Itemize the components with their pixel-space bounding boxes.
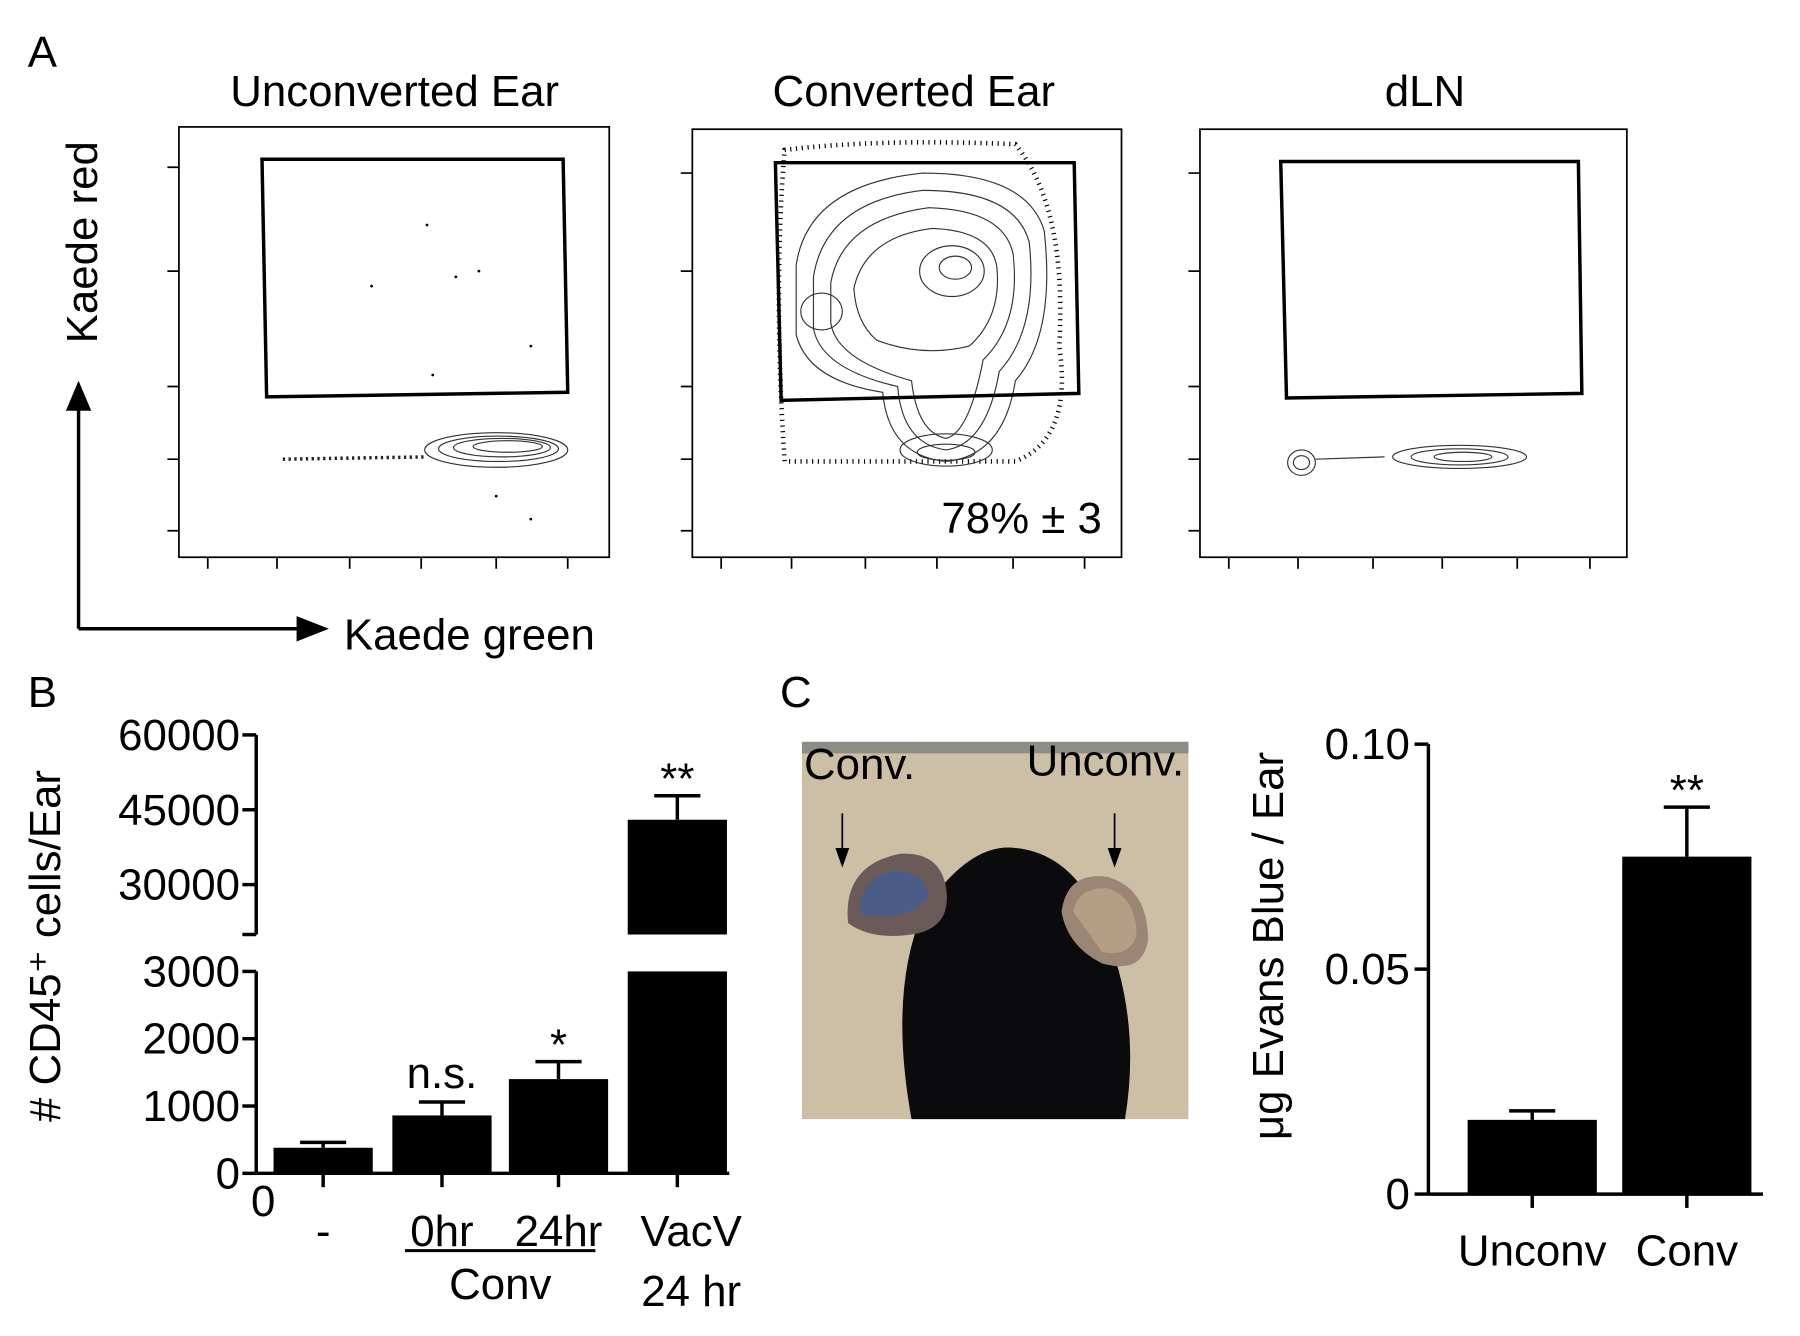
- x-tick-label: 24hr: [515, 1207, 603, 1256]
- panel-letter: A: [28, 28, 58, 77]
- bar: [627, 971, 727, 1174]
- bar: [1622, 856, 1752, 1195]
- bar: [273, 1147, 373, 1174]
- plot-title: Converted Ear: [773, 67, 1056, 116]
- axis-arrows: [65, 380, 329, 642]
- y-tick-label: 0.10: [1325, 720, 1410, 769]
- significance: *: [550, 1020, 567, 1069]
- photo-label: Unconv.: [1027, 736, 1185, 785]
- axis-label: # CD45⁺ cells/Ear: [21, 770, 70, 1122]
- panel-letter: C: [780, 668, 812, 717]
- flow-plot: [691, 128, 1123, 559]
- significance: n.s.: [407, 1049, 478, 1098]
- plot-title: Unconverted Ear: [230, 67, 559, 116]
- flow-axis-ticks: [167, 166, 1591, 569]
- y-tick-label: 30000: [118, 861, 240, 910]
- y-tick-label: 1000: [143, 1082, 241, 1131]
- plot-title: dLN: [1385, 67, 1465, 116]
- y-tick-label: 0: [216, 1149, 240, 1198]
- y-tick-label: 2000: [143, 1015, 241, 1064]
- photo: [801, 741, 1189, 1120]
- significance: **: [1670, 766, 1704, 815]
- x-tick-label: Unconv: [1458, 1227, 1607, 1276]
- bar: [508, 1079, 609, 1174]
- bar-upper: [627, 819, 727, 935]
- flow-plot: [178, 126, 611, 559]
- y-tick-label: 0.05: [1325, 945, 1410, 994]
- axis-label: μg Evans Blue / Ear: [1244, 752, 1293, 1140]
- photo-label: Conv.: [804, 740, 915, 789]
- y-tick-label: 3000: [143, 947, 241, 996]
- group-label: Conv: [449, 1260, 551, 1309]
- x-tick-label: Conv: [1636, 1227, 1738, 1276]
- x-tick-label: -: [316, 1207, 331, 1256]
- annotation: 78% ± 3: [941, 494, 1102, 543]
- x-tick-label: 0hr: [410, 1207, 473, 1256]
- y-tick-label: 45000: [118, 786, 240, 835]
- origin-label: 0: [251, 1177, 275, 1226]
- flow-plot: [1199, 128, 1628, 559]
- bar: [1467, 1119, 1597, 1195]
- significance: **: [660, 754, 694, 803]
- y-tick-label: 60000: [118, 711, 240, 760]
- axis-label: Kaede red: [58, 141, 107, 343]
- y-tick-label: 0: [1386, 1170, 1410, 1219]
- panel-letter: B: [28, 668, 57, 717]
- x-tick-label: VacV 24 hr: [640, 1207, 742, 1316]
- axis-label: Kaede green: [344, 611, 595, 660]
- bar: [392, 1115, 492, 1174]
